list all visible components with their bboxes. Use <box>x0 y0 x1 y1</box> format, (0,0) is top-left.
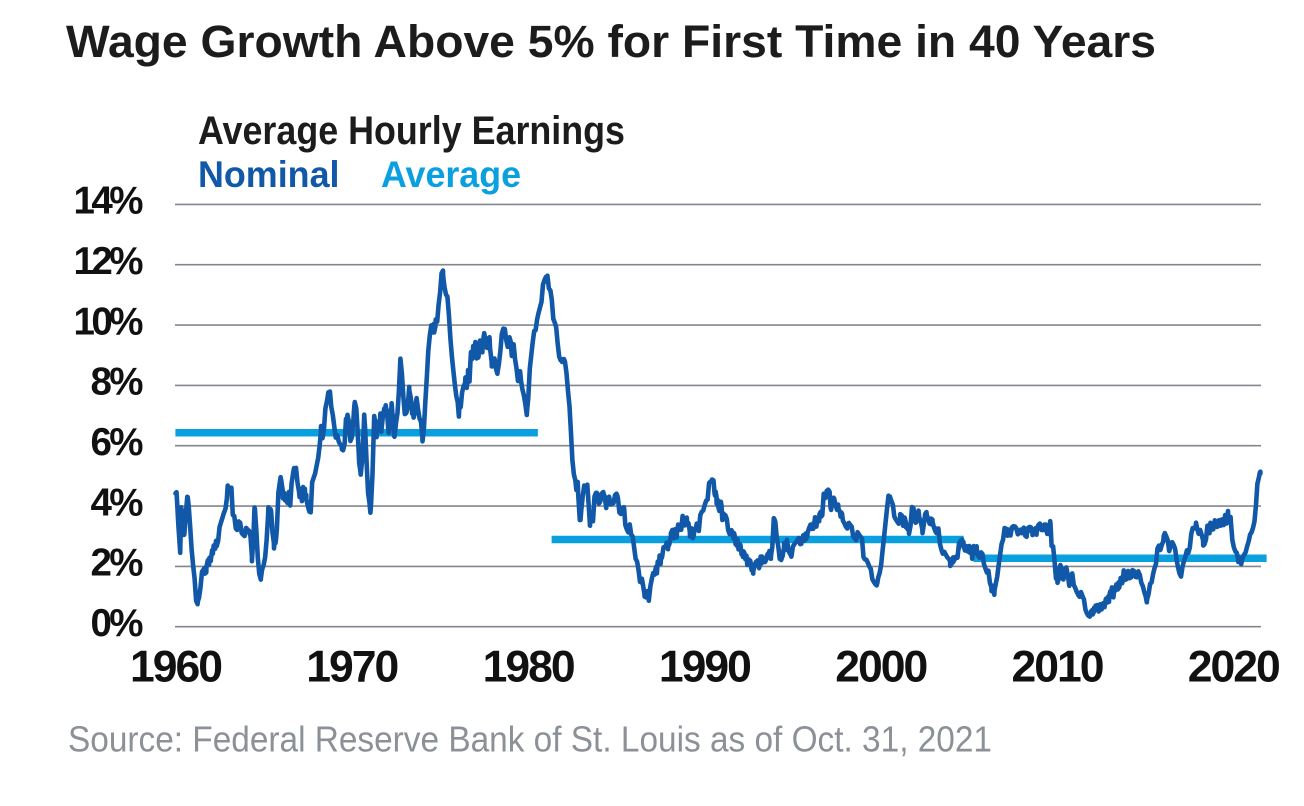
svg-text:0%: 0% <box>91 602 144 645</box>
svg-text:Source: Federal Reserve Bank o: Source: Federal Reserve Bank of St. Loui… <box>68 719 992 760</box>
svg-text:Wage Growth Above 5% for First: Wage Growth Above 5% for First Time in 4… <box>66 16 1156 67</box>
svg-text:14%: 14% <box>74 180 144 223</box>
svg-text:Average Hourly Earnings: Average Hourly Earnings <box>198 109 625 153</box>
svg-text:2020: 2020 <box>1188 643 1281 692</box>
svg-text:6%: 6% <box>91 421 144 464</box>
svg-text:12%: 12% <box>74 240 144 283</box>
svg-text:Nominal: Nominal <box>198 154 340 195</box>
svg-text:1960: 1960 <box>130 643 223 692</box>
svg-text:2000: 2000 <box>835 643 928 692</box>
svg-text:Average: Average <box>381 154 521 195</box>
svg-text:1970: 1970 <box>306 643 399 692</box>
svg-text:2%: 2% <box>91 542 144 585</box>
svg-text:2010: 2010 <box>1012 643 1105 692</box>
svg-text:8%: 8% <box>91 361 144 404</box>
svg-text:1980: 1980 <box>483 643 576 692</box>
svg-text:10%: 10% <box>74 300 144 343</box>
svg-text:4%: 4% <box>91 481 144 524</box>
svg-text:1990: 1990 <box>659 643 752 692</box>
